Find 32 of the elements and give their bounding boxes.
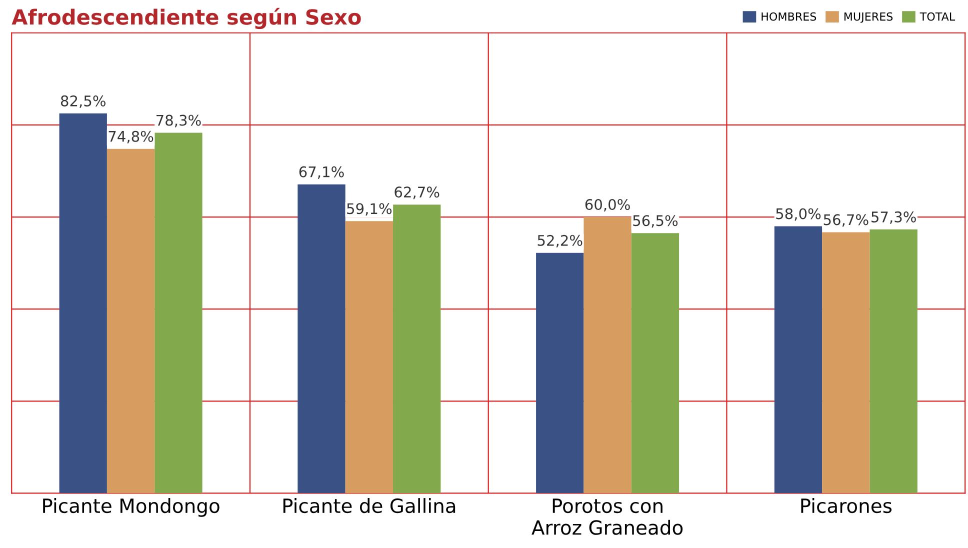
data-label: 60,0% [585,198,630,212]
data-label: 58,0% [776,208,821,221]
data-label: 62,7% [394,186,440,200]
bar [584,217,632,494]
x-tick-label: Porotos con Arroz Graneado [532,498,683,535]
chart-title: Afrodescendiente según Sexo [12,8,361,30]
bar [870,229,918,494]
bar [345,221,394,494]
x-tick-label: Picarones [801,498,892,514]
data-label: 59,1% [347,203,392,216]
bar [774,226,822,494]
data-label: 78,3% [156,114,201,128]
bar [106,148,155,494]
bar [536,252,584,494]
data-label: 82,5% [60,95,106,108]
bar [393,204,441,494]
bar [154,132,202,494]
bar [631,233,680,494]
data-label: 56,5% [633,215,678,228]
legend-label: HOMBRES [762,12,816,21]
bar [822,232,870,494]
data-label: 74,8% [108,130,154,144]
data-label: 52,2% [538,234,582,248]
bar [298,184,346,494]
legend-label: MUJERES [844,12,893,23]
data-label: 56,7% [824,214,868,227]
data-label: 67,1% [299,166,344,179]
x-tick-label: Picante de Gallina [283,498,456,514]
legend-label: TOTAL [920,12,956,21]
data-label: 57,3% [872,211,916,224]
x-tick-label: Picante Mondongo [43,498,220,517]
bar [59,113,107,494]
